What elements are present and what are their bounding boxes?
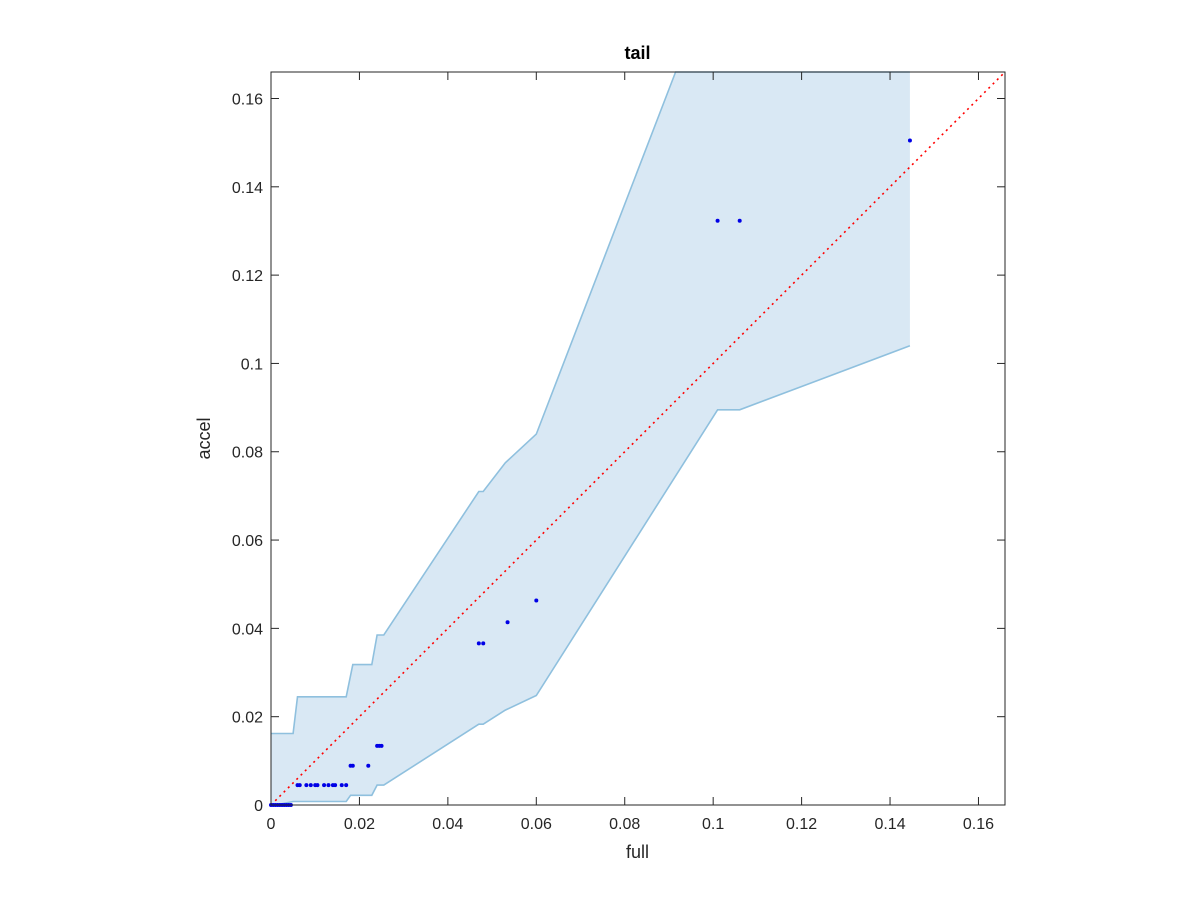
- x-tick-label: 0.08: [609, 816, 640, 833]
- data-point: [907, 138, 912, 143]
- chart-title: tail: [624, 43, 650, 63]
- data-point: [308, 783, 313, 788]
- data-point: [315, 783, 320, 788]
- data-point: [304, 783, 309, 788]
- x-tick-label: 0.12: [786, 816, 817, 833]
- plot-area: [269, 71, 1006, 807]
- y-tick-label: 0.12: [232, 268, 263, 285]
- data-point: [322, 783, 327, 788]
- data-point: [339, 783, 344, 788]
- data-point: [481, 641, 486, 646]
- data-point: [297, 783, 302, 788]
- y-tick-label: 0.1: [241, 356, 263, 373]
- data-point: [344, 783, 349, 788]
- data-point: [737, 218, 742, 223]
- axes-box: [270, 71, 1006, 806]
- data-point: [505, 620, 510, 625]
- x-tick-label: 0.14: [874, 816, 905, 833]
- x-axis: 0 0.02 0.04 0.06 0.08 0.1 0.12 0.14 0.16: [267, 72, 994, 833]
- x-tick-label: 0.04: [432, 816, 463, 833]
- data-point: [534, 598, 539, 603]
- y-tick-label: 0: [254, 798, 263, 815]
- band-upper-edge: [271, 71, 910, 735]
- y-tick-label: 0.06: [232, 533, 263, 550]
- x-tick-label: 0.02: [344, 816, 375, 833]
- y-axis: 0 0.02 0.04 0.06 0.08 0.1 0.12 0.14 0.16: [232, 91, 1005, 815]
- confidence-band: [271, 72, 910, 805]
- data-point: [350, 763, 355, 768]
- data-point: [333, 783, 338, 788]
- data-point: [715, 218, 720, 223]
- data-point: [366, 763, 371, 768]
- x-axis-label: full: [626, 842, 649, 862]
- y-tick-label: 0.14: [232, 180, 263, 197]
- band-lower-edge: [271, 345, 911, 806]
- identity-reference-line: [270, 71, 1006, 806]
- y-tick-label: 0.08: [232, 445, 263, 462]
- data-point: [476, 641, 481, 646]
- data-point: [326, 783, 331, 788]
- x-tick-label: 0.16: [963, 816, 994, 833]
- x-tick-label: 0: [267, 816, 276, 833]
- data-point: [379, 743, 384, 748]
- y-tick-label: 0.04: [232, 621, 263, 638]
- x-tick-label: 0.1: [702, 816, 724, 833]
- y-tick-label: 0.16: [232, 91, 263, 108]
- x-tick-label: 0.06: [521, 816, 552, 833]
- y-axis-label: accel: [194, 417, 214, 459]
- y-tick-label: 0.02: [232, 710, 263, 727]
